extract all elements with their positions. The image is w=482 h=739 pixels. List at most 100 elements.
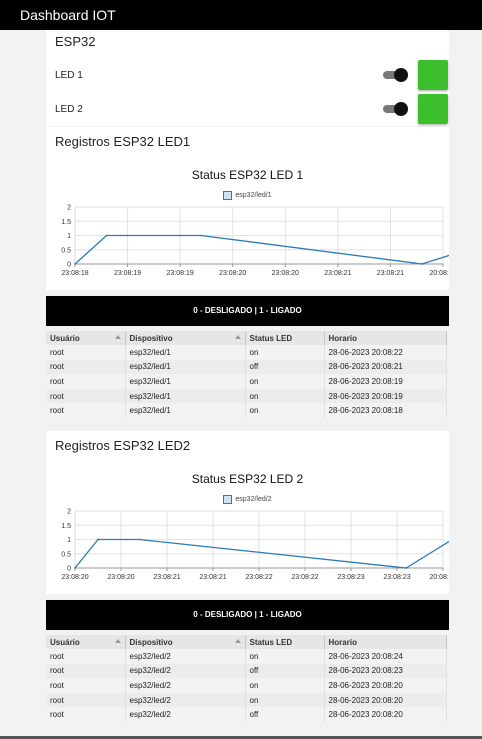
table-row[interactable]: root esp32/led/1 on 28-06-2023 20:08:19 <box>46 388 447 404</box>
table-row[interactable]: root esp32/led/1 on 28-06-2023 20:08:22 <box>46 345 447 360</box>
table-row[interactable]: root esp32/led/2 on 28-06-2023 20:08:20 <box>46 678 447 693</box>
column-header-horario[interactable]: Horario <box>324 635 447 649</box>
x-tick-label: 23:08:18 <box>61 270 88 277</box>
led1-section: Registros ESP32 LED1 Status ESP32 LED 1 … <box>46 127 449 290</box>
led2-section-title: Registros ESP32 LED2 <box>55 438 191 453</box>
led2-legend-label: esp32/led/2 <box>235 496 272 503</box>
cell: 28-06-2023 20:08:19 <box>324 374 447 389</box>
table-row[interactable]: root esp32/led/2 on 28-06-2023 20:08:24 <box>46 649 447 664</box>
led2-status-indicator <box>418 94 448 124</box>
x-tick-label: 23:08:20 <box>61 574 88 581</box>
cell: esp32/led/1 <box>125 374 246 389</box>
cell: on <box>245 345 325 360</box>
x-tick-label: 23:08:21 <box>199 574 226 581</box>
cell: off <box>245 707 325 722</box>
cell: 28-06-2023 20:08:23 <box>324 663 447 679</box>
x-tick-label: 23:08:20 <box>219 270 246 277</box>
cell: root <box>46 374 126 389</box>
y-tick-label: 0 <box>67 566 71 573</box>
cell: root <box>46 359 126 375</box>
led1-legend-banner: 0 - DESLIGADO | 1 - LIGADO <box>46 296 449 326</box>
table-row[interactable]: root esp32/led/1 on 28-06-2023 20:08:18 <box>46 403 447 418</box>
column-header-status[interactable]: Status LED <box>245 331 325 345</box>
x-tick-label: 23:08:22 <box>245 574 272 581</box>
cell: esp32/led/2 <box>125 678 246 693</box>
y-tick-label: 0.5 <box>61 247 71 254</box>
cell: root <box>46 649 126 664</box>
x-tick-label: 23:08:19 <box>167 270 194 277</box>
y-tick-label: 2 <box>67 205 71 212</box>
x-tick-label: 23:08:23 <box>337 574 364 581</box>
data-point <box>97 538 99 541</box>
table-header-row: Usuário Dispositivo Status LED Horario <box>46 635 447 649</box>
x-tick-label: 23:08:21 <box>153 574 180 581</box>
cell: esp32/led/2 <box>125 707 246 722</box>
cell: off <box>245 359 325 375</box>
cell: off <box>245 663 325 679</box>
cell: esp32/led/1 <box>125 359 246 375</box>
device-title: ESP32 <box>55 34 96 49</box>
x-tick-label: 20:08:22 <box>429 270 449 277</box>
data-point <box>200 234 203 237</box>
data-point <box>405 567 408 569</box>
cell: esp32/led/1 <box>125 388 246 404</box>
table-row[interactable]: root esp32/led/1 off 28-06-2023 20:08:21 <box>46 359 447 375</box>
column-header-usuario[interactable]: Usuário <box>46 635 126 649</box>
led1-chart-legend[interactable]: esp32/led/1 <box>46 191 449 200</box>
cell: root <box>46 707 126 722</box>
led2-chart: 0 0.5 1 1.5 2 23:08:20 23:08:20 23:08:21 23:08:2… <box>61 509 449 581</box>
led2-legend-banner: 0 - DESLIGADO | 1 - LIGADO <box>46 600 449 630</box>
led1-status-indicator <box>418 60 448 90</box>
data-point <box>105 234 108 237</box>
y-tick-label: 0.5 <box>61 551 71 558</box>
cell: root <box>46 388 126 404</box>
led2-chart-legend[interactable]: esp32/led/2 <box>46 495 449 504</box>
column-header-horario[interactable]: Horario <box>324 331 447 345</box>
toggle-knob <box>394 68 408 82</box>
app-title: Dashboard IOT <box>20 7 116 23</box>
column-header-label: Dispositivo <box>129 637 173 647</box>
data-point <box>74 263 76 265</box>
table-row[interactable]: root esp32/led/2 on 28-06-2023 20:08:20 <box>46 692 447 708</box>
y-tick-label: 0 <box>67 262 71 269</box>
sort-icon <box>114 639 121 643</box>
column-header-status[interactable]: Status LED <box>245 635 325 649</box>
cell: on <box>245 649 325 664</box>
data-point <box>74 567 76 569</box>
column-header-usuario[interactable]: Usuário <box>46 331 126 345</box>
column-header-label: Horario <box>328 637 357 647</box>
cell: on <box>245 403 325 418</box>
cell: on <box>245 388 325 404</box>
led2-table: Usuário Dispositivo Status LED Horario r… <box>46 635 447 722</box>
cell: esp32/led/2 <box>125 663 246 679</box>
data-point <box>138 538 141 541</box>
x-tick-label: 23:08:22 <box>291 574 318 581</box>
cell: on <box>245 678 325 693</box>
cell: 28-06-2023 20:08:19 <box>324 388 447 404</box>
column-header-label: Horario <box>328 333 357 343</box>
y-tick-label: 1 <box>67 537 71 544</box>
y-tick-label: 1.5 <box>61 219 71 226</box>
led2-toggle[interactable] <box>383 102 408 116</box>
x-tick-label: 23:08:19 <box>114 270 141 277</box>
led1-toggle[interactable] <box>383 68 408 82</box>
led1-chart: 0 0.5 1 1.5 2 23:08:18 23:08:19 23:08:19 23:08:2… <box>61 205 449 277</box>
led1-chart-title: Status ESP32 LED 1 <box>191 168 304 182</box>
y-tick-label: 1 <box>67 233 71 240</box>
column-header-dispositivo[interactable]: Dispositivo <box>125 331 246 345</box>
cell: esp32/led/2 <box>125 692 246 708</box>
column-header-dispositivo[interactable]: Dispositivo <box>125 635 246 649</box>
table-row[interactable]: root esp32/led/2 off 28-06-2023 20:08:20 <box>46 707 447 722</box>
cell: root <box>46 345 126 360</box>
table-header-row: Usuário Dispositivo Status LED Horario <box>46 331 447 345</box>
led2-section: Registros ESP32 LED2 Status ESP32 LED 2 … <box>46 431 449 594</box>
sort-icon <box>234 335 241 339</box>
cell: 28-06-2023 20:08:20 <box>324 692 447 708</box>
led1-legend-label: esp32/led/1 <box>235 192 272 199</box>
table-row[interactable]: root esp32/led/1 on 28-06-2023 20:08:19 <box>46 374 447 389</box>
table-row[interactable]: root esp32/led/2 off 28-06-2023 20:08:23 <box>46 663 447 679</box>
y-tick-label: 2 <box>67 509 71 516</box>
toggle-knob <box>394 102 408 116</box>
legend-swatch <box>223 495 233 504</box>
cell: esp32/led/1 <box>125 345 246 360</box>
